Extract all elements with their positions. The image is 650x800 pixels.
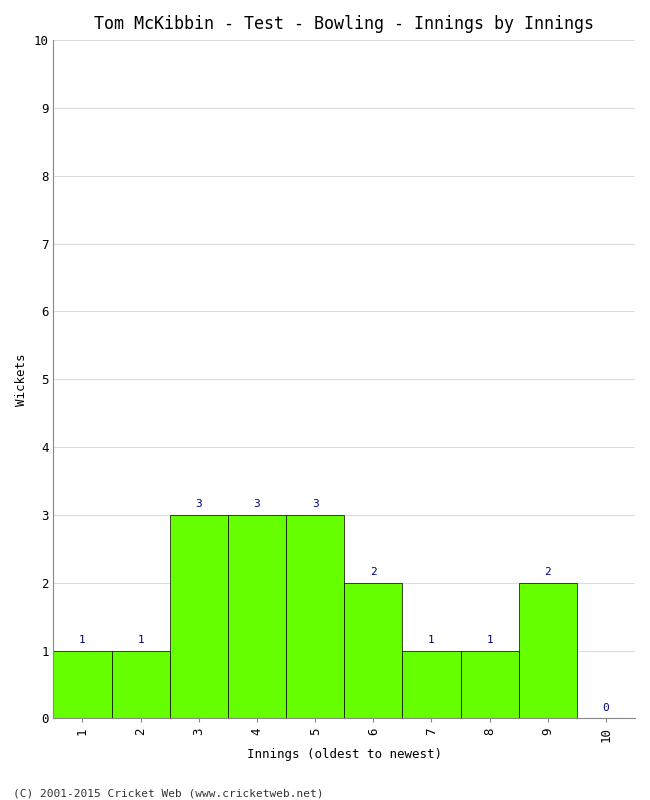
Bar (286, 515, 344, 718)
Text: 2: 2 (370, 567, 376, 578)
Text: (C) 2001-2015 Cricket Web (www.cricketweb.net): (C) 2001-2015 Cricket Web (www.cricketwe… (13, 788, 324, 798)
Text: 3: 3 (196, 499, 202, 510)
Bar (170, 515, 228, 718)
Text: 1: 1 (486, 635, 493, 645)
X-axis label: Innings (oldest to newest): Innings (oldest to newest) (247, 748, 442, 761)
Bar (402, 650, 460, 718)
Text: 0: 0 (603, 703, 609, 713)
Title: Tom McKibbin - Test - Bowling - Innings by Innings: Tom McKibbin - Test - Bowling - Innings … (94, 15, 594, 33)
Bar (228, 515, 286, 718)
Bar (519, 582, 577, 718)
Bar (344, 582, 402, 718)
Text: 3: 3 (312, 499, 318, 510)
Y-axis label: Wickets: Wickets (15, 353, 28, 406)
Text: 1: 1 (428, 635, 435, 645)
Bar (53, 650, 112, 718)
Text: 2: 2 (545, 567, 551, 578)
Bar (460, 650, 519, 718)
Bar (112, 650, 170, 718)
Text: 1: 1 (137, 635, 144, 645)
Text: 1: 1 (79, 635, 86, 645)
Text: 3: 3 (254, 499, 261, 510)
